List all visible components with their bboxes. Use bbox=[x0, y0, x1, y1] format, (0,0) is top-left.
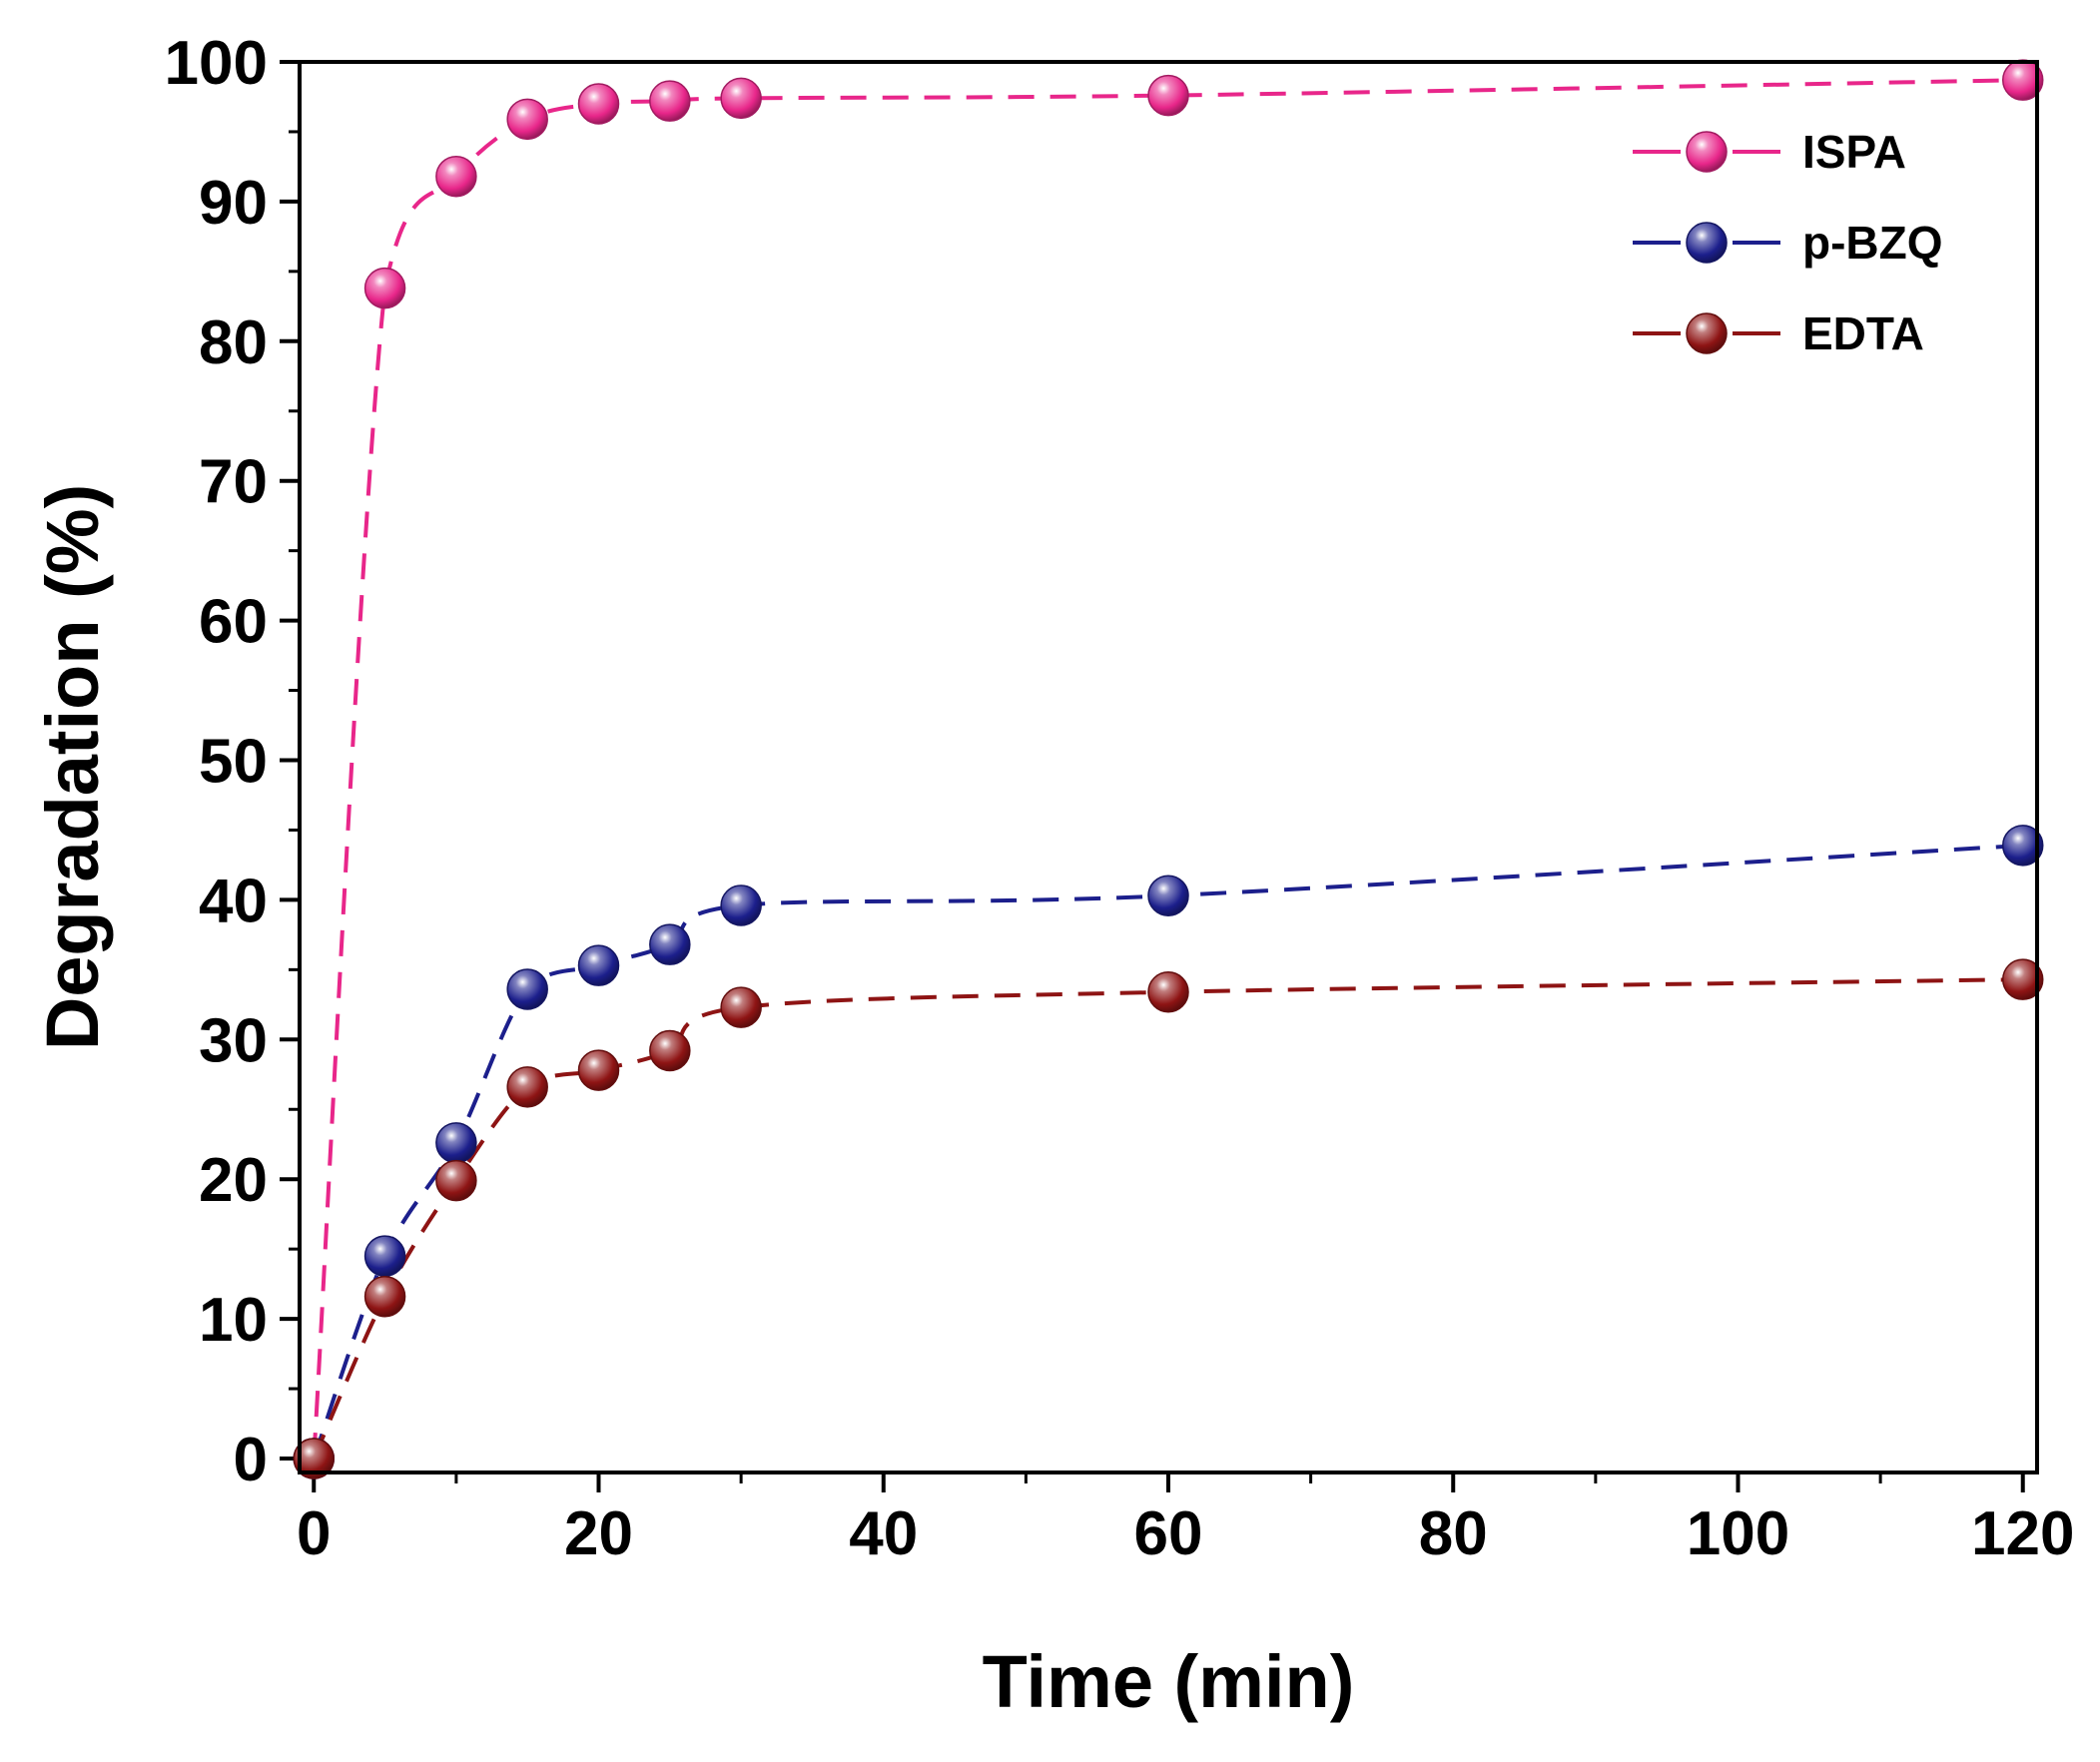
x-tick-label-20: 20 bbox=[564, 1499, 633, 1568]
series-line-p-bzq bbox=[312, 843, 2023, 1460]
point-ispa-t20 bbox=[577, 83, 620, 125]
point-p-bzq-t15 bbox=[506, 968, 548, 1010]
legend-item-edta: EDTA bbox=[1633, 307, 1924, 359]
point-p-bzq-t30 bbox=[720, 884, 762, 926]
y-tick-label-90: 90 bbox=[199, 169, 268, 238]
y-tick-label-60: 60 bbox=[199, 588, 268, 657]
point-p-bzq-t120 bbox=[2001, 825, 2044, 867]
y-tick-label-20: 20 bbox=[199, 1146, 268, 1215]
series-line-ispa bbox=[312, 78, 2023, 1460]
legend-marker-edta bbox=[1686, 312, 1728, 354]
major-tick-marks bbox=[280, 60, 2025, 1492]
legend-marker-p-bzq bbox=[1686, 222, 1728, 264]
y-axis-title: Degradation (%) bbox=[31, 484, 114, 1050]
point-ispa-t10 bbox=[435, 155, 477, 198]
point-ispa-t25 bbox=[649, 80, 691, 122]
x-axis-tick-labels: 0 20 40 60 80 100 120 bbox=[297, 1499, 2074, 1568]
point-ispa-t30 bbox=[720, 77, 762, 120]
point-ispa-t15 bbox=[506, 98, 548, 141]
legend-item-p-bzq: p-BZQ bbox=[1633, 217, 1943, 269]
y-tick-label-80: 80 bbox=[199, 308, 268, 377]
y-tick-label-0: 0 bbox=[234, 1426, 268, 1494]
point-ispa-t5 bbox=[363, 267, 406, 309]
point-ispa-t60 bbox=[1147, 74, 1189, 117]
x-tick-label-100: 100 bbox=[1687, 1499, 1789, 1568]
y-tick-label-70: 70 bbox=[199, 448, 268, 517]
series-line-edta bbox=[312, 977, 2023, 1460]
x-axis-title: Time (min) bbox=[983, 1640, 1355, 1723]
point-p-bzq-t10 bbox=[435, 1122, 477, 1164]
x-tick-label-0: 0 bbox=[297, 1499, 331, 1568]
x-tick-label-80: 80 bbox=[1419, 1499, 1488, 1568]
point-edta-t0 bbox=[293, 1438, 336, 1479]
series-lines bbox=[312, 78, 2023, 1460]
y-tick-label-50: 50 bbox=[199, 728, 268, 797]
y-tick-label-40: 40 bbox=[199, 867, 268, 935]
point-p-bzq-t5 bbox=[363, 1235, 406, 1277]
y-tick-label-30: 30 bbox=[199, 1006, 268, 1075]
point-edta-t20 bbox=[577, 1049, 620, 1091]
point-p-bzq-t25 bbox=[649, 923, 691, 965]
point-edta-t60 bbox=[1147, 970, 1189, 1013]
point-p-bzq-t20 bbox=[577, 944, 620, 986]
point-p-bzq-t60 bbox=[1147, 875, 1189, 916]
legend-marker-ispa bbox=[1686, 131, 1728, 173]
x-tick-label-120: 120 bbox=[1971, 1499, 2074, 1568]
legend-item-ispa: ISPA bbox=[1633, 126, 1906, 178]
point-edta-t15 bbox=[506, 1066, 548, 1108]
y-axis-tick-labels: 0 10 20 30 40 50 60 70 80 90 100 bbox=[165, 29, 268, 1494]
legend-label-p-bzq: p-BZQ bbox=[1802, 217, 1943, 269]
point-edta-t120 bbox=[2001, 958, 2044, 1000]
series-points bbox=[293, 59, 2044, 1479]
legend-label-edta: EDTA bbox=[1802, 307, 1924, 359]
y-tick-label-100: 100 bbox=[165, 29, 268, 98]
point-edta-t25 bbox=[649, 1029, 691, 1072]
y-tick-label-10: 10 bbox=[199, 1286, 268, 1355]
x-tick-label-60: 60 bbox=[1134, 1499, 1203, 1568]
legend-label-ispa: ISPA bbox=[1802, 126, 1906, 178]
x-tick-label-40: 40 bbox=[849, 1499, 918, 1568]
plot-frame bbox=[298, 60, 2039, 1474]
point-edta-t5 bbox=[363, 1275, 406, 1318]
point-edta-t10 bbox=[435, 1159, 477, 1202]
point-edta-t30 bbox=[720, 986, 762, 1028]
legend: ISPA p-BZQ EDTA bbox=[1633, 126, 1943, 359]
